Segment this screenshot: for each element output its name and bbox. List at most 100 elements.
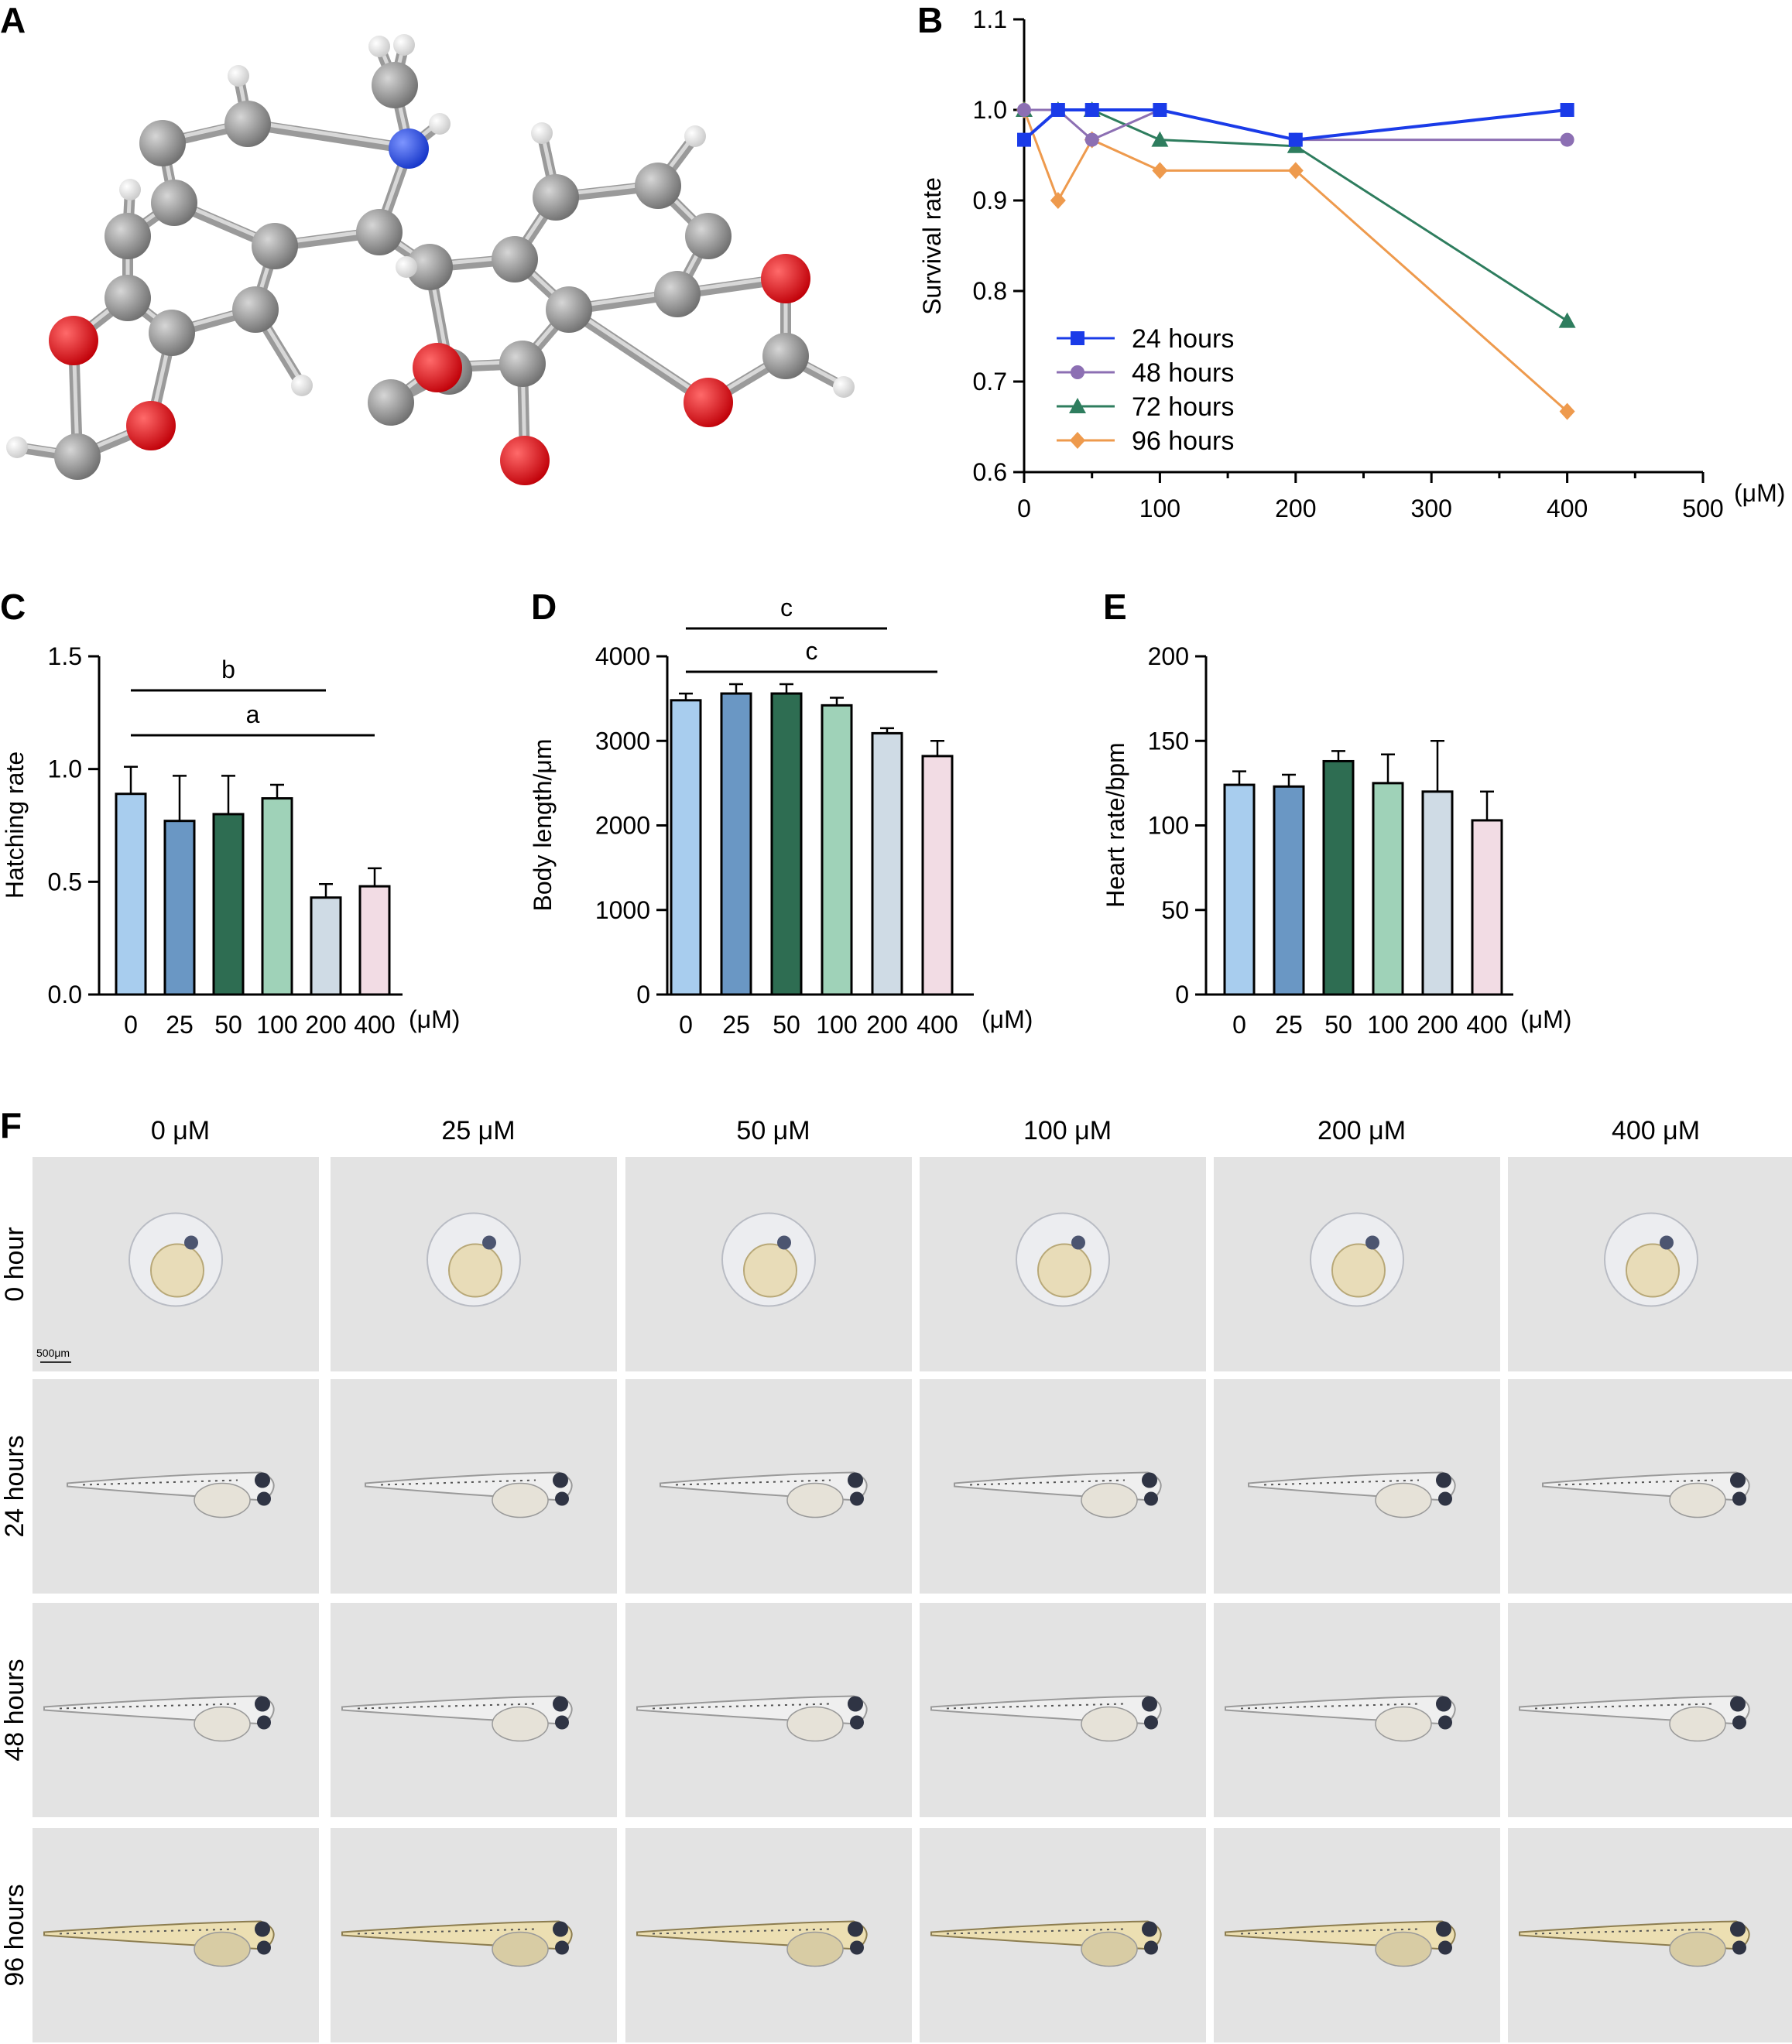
heart-rate-chart: Heart rate/bpm (μM) 0 50 100 150 200 0 25 50 100… [1102,642,1571,1039]
legend: 24 hours 48 hours 72 hours 96 hours [1057,324,1234,456]
body-length-chart: Body length/μm (μM) 0 1000 2000 3000 4000 0 25… [529,594,1033,1039]
carbon-atom [252,223,298,269]
significance-label: b [221,656,235,683]
panel-letter-b: B [917,0,943,40]
bar [1372,782,1404,996]
x-ticks: 0 100 200 300 400 500 [1017,472,1724,522]
hydrogen-atom [6,437,28,458]
x-tick-label: 400 [917,1011,958,1039]
larva-pigment [652,1928,831,1935]
carbon-atom [685,213,732,259]
y-tick-label: 1.5 [48,642,82,670]
row-labels: 0 hour 24 hours 48 hours 96 hours [0,1227,29,1986]
x-unit-label: (μM) [982,1005,1033,1033]
larva-pigment [652,1703,831,1710]
x-tick-label: 400 [354,1011,395,1039]
oxygen-atom [413,343,462,392]
legend-marker [1069,398,1086,413]
y-tick-label: 0.9 [973,187,1007,214]
y-tick-label: 150 [1148,727,1189,755]
x-tick-label: 0 [679,1011,693,1039]
data-point [1017,132,1031,147]
micrograph-tile [1508,1603,1792,1817]
y-axis-title: Heart rate/bpm [1102,742,1129,907]
larva-pigment [1534,1928,1714,1935]
larva-eye [848,1921,863,1937]
embryo-eye [482,1235,496,1250]
legend-label: 72 hours [1132,392,1234,422]
x-tick-label: 0 [1232,1011,1246,1039]
x-tick-label: 0 [1017,495,1031,522]
larva-yolk [786,1482,844,1518]
larva-yolk [194,1931,251,1967]
micrograph-tile [1214,1157,1500,1371]
data-point [1017,103,1031,117]
larva-yolk [1669,1706,1726,1742]
bar [358,885,391,996]
row-label: 48 hours [0,1659,29,1761]
larva-pigment [357,1703,536,1710]
larva-yolk [492,1931,549,1967]
micrograph-tile [331,1603,617,1817]
hydrogen-atom [833,376,855,398]
hydrogen-atom [228,65,249,87]
bar [1223,783,1256,996]
larva-eye [850,1715,864,1730]
micrograph-tile [331,1379,617,1594]
micrograph-tile [920,1157,1206,1371]
legend-label: 48 hours [1132,358,1234,388]
micrograph-tile [33,1828,319,2042]
carbon-atom [105,213,151,259]
bond [242,118,414,154]
micrograph-tile [331,1828,617,2042]
hydrogen-atom [119,179,141,200]
larva-yolk [1081,1482,1138,1518]
larva-eye [553,1472,568,1488]
y-tick-label: 0 [1175,981,1189,1008]
embryo-eye [777,1235,791,1250]
larva-eye [848,1472,863,1488]
larva-yolk [1081,1931,1138,1967]
micrograph-tile [1508,1828,1792,2042]
hatching-rate-chart: Hatching rate (μM) 0.0 0.5 1.0 1.5 0 25 50 100 2… [1,642,460,1039]
series-24-hours [1017,103,1574,147]
oxygen-atom [684,378,733,427]
larva-eye [1732,1715,1746,1730]
micrograph-tile [1214,1379,1500,1594]
x-tick-label: 200 [1275,495,1316,522]
micrograph-tile [1214,1828,1500,2042]
y-tick-label: 1.0 [48,755,82,783]
y-ticks: 0.6 0.7 0.8 0.9 1.0 1.1 [973,5,1024,486]
panel-letter-d: D [531,587,557,627]
x-tick-label: 25 [722,1011,750,1039]
bar [1322,759,1355,996]
y-axis-title: Hatching rate [1,752,29,899]
column-label: 50 μM [736,1116,810,1145]
nitrogen-atom [389,128,429,169]
carbon-atom [406,244,453,290]
larva-yolk [786,1706,844,1742]
oxygen-atom [126,401,176,450]
larva-yolk [194,1706,251,1742]
larva-eye [257,1715,271,1730]
column-label: 100 μM [1023,1116,1112,1145]
y-tick-label: 0 [636,981,650,1008]
larva-pigment [946,1928,1126,1935]
data-point [1559,402,1575,420]
data-point [1558,312,1576,328]
column-label: 200 μM [1317,1116,1406,1145]
larva-eye [848,1696,863,1712]
embryo-yolk [150,1243,204,1298]
carbon-atom [368,379,414,426]
x-tick-label: 100 [1139,495,1180,522]
larva-eye [850,1491,864,1506]
embryo-yolk [1626,1243,1680,1298]
series-96-hours [1016,101,1575,420]
x-unit-label: (μM) [409,1005,460,1033]
data-point [1151,131,1169,147]
larva-pigment [946,1703,1126,1710]
larva-eye [1436,1472,1451,1488]
bar [871,731,903,996]
bar [670,699,702,996]
